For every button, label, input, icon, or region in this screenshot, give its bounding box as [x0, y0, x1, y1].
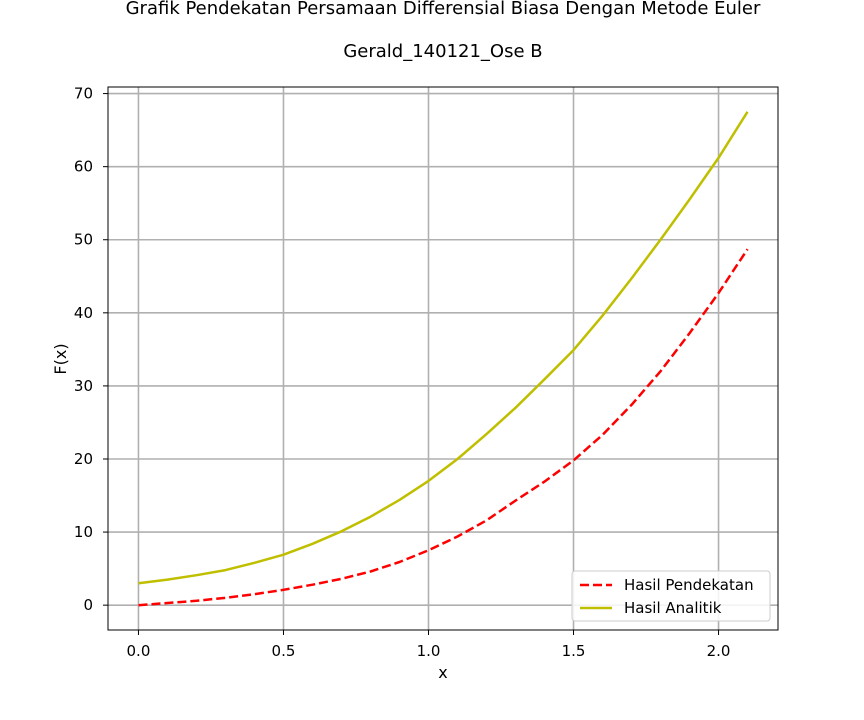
x-tick-label: 0.5 [272, 642, 296, 660]
x-axis-label: x [438, 663, 447, 682]
chart-subtitle: Gerald_140121_Ose B [343, 41, 542, 62]
x-tick-label: 0.0 [127, 642, 151, 660]
legend-box [571, 570, 771, 622]
y-tick-label: 50 [74, 231, 93, 249]
series-layer [138, 111, 749, 607]
chart-title: Grafik Pendekatan Persamaan Differensial… [126, 0, 761, 19]
y-axis-label: F(x) [51, 343, 70, 374]
y-tick-label: 70 [74, 85, 93, 103]
plot-frame [107, 86, 779, 631]
ticks: 0.0 0.5 1.0 1.5 2.0 0 10 20 30 40 50 60 70 [74, 85, 731, 660]
y-tick-label: 30 [74, 377, 93, 395]
series-line-hasil-pendekatan [138, 248, 749, 607]
legend-label-hasil-pendekatan: Hasil Pendekatan [624, 576, 754, 594]
legend: Hasil Pendekatan Hasil Analitik [571, 570, 771, 622]
y-tick-label: 10 [74, 523, 93, 541]
x-tick-label: 1.5 [562, 642, 586, 660]
y-tick-label: 0 [83, 596, 93, 614]
x-tick-label: 1.0 [417, 642, 441, 660]
grid [108, 87, 778, 630]
legend-label-hasil-analitik: Hasil Analitik [624, 599, 722, 617]
series-line-hasil-analitik [138, 111, 749, 585]
y-tick-label: 20 [74, 450, 93, 468]
y-tick-label: 60 [74, 158, 93, 176]
y-tick-label: 40 [74, 304, 93, 322]
x-tick-label: 2.0 [707, 642, 731, 660]
